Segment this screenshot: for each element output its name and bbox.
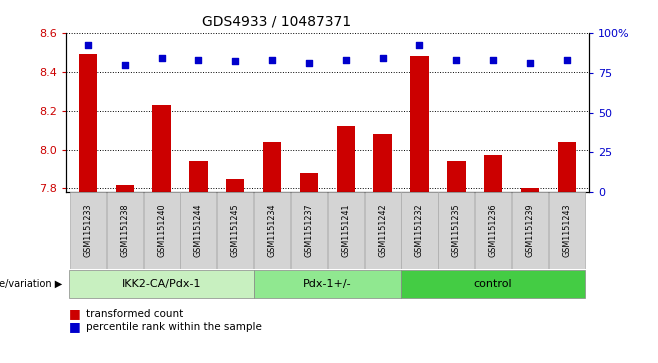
Point xyxy=(524,60,535,66)
Point xyxy=(451,57,461,63)
Point xyxy=(157,55,167,61)
Bar xyxy=(263,142,282,192)
Text: genotype/variation ▶: genotype/variation ▶ xyxy=(0,279,63,289)
Bar xyxy=(365,192,401,269)
Bar xyxy=(217,192,253,269)
Text: GSM1151241: GSM1151241 xyxy=(342,204,350,257)
Bar xyxy=(70,270,254,298)
Text: IKK2-CA/Pdx-1: IKK2-CA/Pdx-1 xyxy=(122,279,201,289)
Point xyxy=(488,57,498,63)
Text: percentile rank within the sample: percentile rank within the sample xyxy=(86,322,261,332)
Text: ■: ■ xyxy=(69,307,81,321)
Point xyxy=(304,60,315,66)
Text: transformed count: transformed count xyxy=(86,309,183,319)
Text: GSM1151245: GSM1151245 xyxy=(231,204,240,257)
Point xyxy=(561,57,572,63)
Bar xyxy=(254,192,290,269)
Point xyxy=(230,58,241,64)
Bar xyxy=(190,161,208,192)
Text: GDS4933 / 10487371: GDS4933 / 10487371 xyxy=(202,15,351,29)
Text: GSM1151240: GSM1151240 xyxy=(157,204,166,257)
Bar xyxy=(116,185,134,192)
Point xyxy=(267,57,278,63)
Bar xyxy=(336,126,355,192)
Bar xyxy=(328,192,364,269)
Point xyxy=(83,42,93,48)
Point xyxy=(193,57,204,63)
Bar xyxy=(254,270,401,298)
Bar xyxy=(291,192,327,269)
Bar xyxy=(79,54,97,192)
Text: GSM1151239: GSM1151239 xyxy=(526,204,534,257)
Text: GSM1151236: GSM1151236 xyxy=(489,204,497,257)
Bar xyxy=(226,179,245,192)
Bar xyxy=(107,192,143,269)
Text: GSM1151242: GSM1151242 xyxy=(378,204,387,257)
Bar xyxy=(520,188,539,192)
Text: Pdx-1+/-: Pdx-1+/- xyxy=(303,279,351,289)
Bar xyxy=(475,192,511,269)
Bar xyxy=(512,192,548,269)
Bar xyxy=(401,270,585,298)
Point xyxy=(340,57,351,63)
Point xyxy=(414,42,424,48)
Text: control: control xyxy=(474,279,513,289)
Bar xyxy=(300,173,318,192)
Bar xyxy=(410,56,428,192)
Text: GSM1151233: GSM1151233 xyxy=(84,204,92,257)
Point xyxy=(120,62,130,68)
Bar xyxy=(70,192,106,269)
Bar xyxy=(549,192,585,269)
Bar xyxy=(373,134,392,192)
Bar xyxy=(401,192,438,269)
Bar xyxy=(557,142,576,192)
Point xyxy=(377,55,388,61)
Text: GSM1151238: GSM1151238 xyxy=(120,204,129,257)
Bar xyxy=(180,192,216,269)
Bar xyxy=(447,161,465,192)
Bar xyxy=(143,192,180,269)
Text: ■: ■ xyxy=(69,320,81,333)
Text: GSM1151235: GSM1151235 xyxy=(452,204,461,257)
Text: GSM1151234: GSM1151234 xyxy=(268,204,276,257)
Text: GSM1151244: GSM1151244 xyxy=(194,204,203,257)
Text: GSM1151237: GSM1151237 xyxy=(305,204,313,257)
Text: GSM1151243: GSM1151243 xyxy=(563,204,571,257)
Bar xyxy=(438,192,474,269)
Text: GSM1151232: GSM1151232 xyxy=(415,204,424,257)
Bar xyxy=(153,105,171,192)
Bar xyxy=(484,155,502,192)
